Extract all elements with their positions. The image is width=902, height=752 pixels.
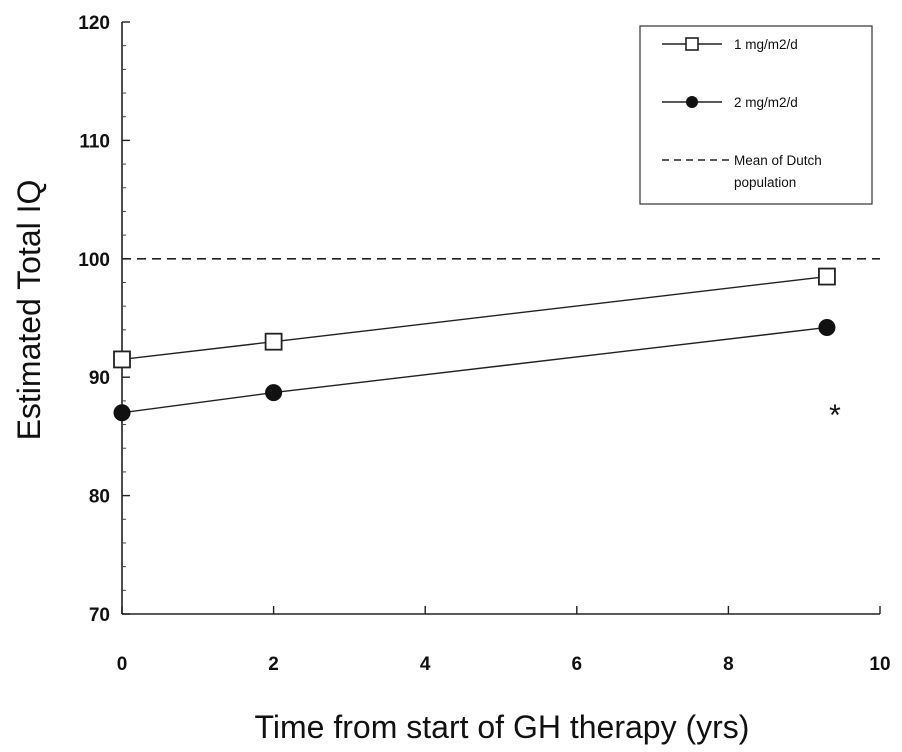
axes xyxy=(121,22,880,615)
legend-label: Mean of Dutch xyxy=(734,153,822,168)
x-tick-label: 4 xyxy=(420,654,431,675)
legend-marker-circle xyxy=(686,96,698,108)
legend-marker-square xyxy=(685,37,699,51)
ticks: 70 80 90 100 110 120 0 2 4 6 8 10 xyxy=(78,13,890,675)
series-line xyxy=(121,275,828,361)
legend: 1 mg/m2/d 2 mg/m2/d Mean of Dutch populatio… xyxy=(639,25,873,205)
significance-asterisk: * xyxy=(829,399,841,432)
y-axis-title: Estimated Total IQ xyxy=(11,180,47,441)
x-tick-label: 2 xyxy=(268,654,279,675)
data-point-circle xyxy=(265,384,283,402)
y-tick-label: 70 xyxy=(89,605,110,626)
x-axis-title: Time from start of GH therapy (yrs) xyxy=(255,709,750,745)
series-line xyxy=(121,326,828,414)
y-tick-label: 110 xyxy=(79,131,110,152)
y-tick-label: 120 xyxy=(78,13,110,34)
data-point-square xyxy=(818,267,836,286)
data-point-square xyxy=(264,332,283,351)
y-tick-label: 80 xyxy=(89,487,110,508)
data-point-square xyxy=(113,350,131,369)
legend-box xyxy=(639,25,873,205)
legend-label: 2 mg/m2/d xyxy=(734,95,798,110)
y-tick-label: 90 xyxy=(89,368,110,389)
data-point-circle xyxy=(113,404,131,422)
annotation-layer: * xyxy=(829,399,841,432)
data-point-circle xyxy=(818,318,836,336)
x-tick-label: 0 xyxy=(117,654,128,675)
x-tick-label: 10 xyxy=(869,654,890,675)
series-layer xyxy=(113,267,836,422)
x-tick-label: 6 xyxy=(572,654,583,675)
y-tick-label: 100 xyxy=(78,250,110,271)
legend-label: 1 mg/m2/d xyxy=(734,37,798,52)
legend-label: population xyxy=(734,175,796,190)
x-tick-label: 8 xyxy=(723,654,734,675)
